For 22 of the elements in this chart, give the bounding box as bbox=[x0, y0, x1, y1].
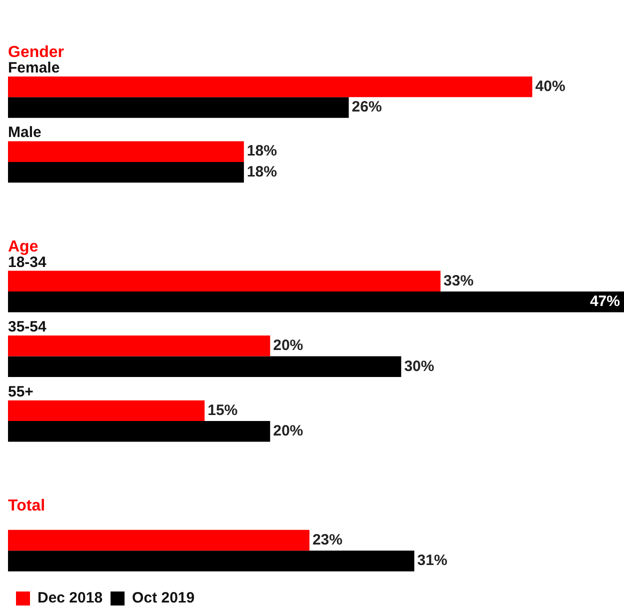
y-tick-label: 55+ bbox=[8, 383, 34, 400]
data-label: 30% bbox=[404, 358, 434, 375]
y-tick-label: Age bbox=[8, 238, 38, 256]
data-label: 23% bbox=[312, 531, 342, 548]
data-label: 33% bbox=[444, 272, 474, 290]
y-tick-label: Female bbox=[8, 59, 60, 76]
y-tick-label: Total bbox=[8, 497, 46, 514]
data-label: 31% bbox=[417, 552, 448, 570]
legend-label: Oct 2019 bbox=[132, 590, 195, 607]
y-tick-label: 18-34 bbox=[8, 254, 48, 271]
data-label: 20% bbox=[273, 337, 304, 354]
data-label: 26% bbox=[352, 98, 382, 116]
y-tick-label: 35-54 bbox=[8, 318, 48, 336]
y-tick-label: Male bbox=[8, 124, 42, 142]
y-tick-label: Gender bbox=[8, 44, 64, 62]
data-label: 18% bbox=[246, 163, 277, 180]
data-label: 15% bbox=[208, 402, 238, 419]
data-label: 18% bbox=[246, 142, 277, 160]
data-label: 47% bbox=[590, 293, 620, 310]
data-label: 20% bbox=[273, 422, 304, 440]
data-label: 40% bbox=[535, 78, 566, 95]
legend-label: Dec 2018 bbox=[38, 590, 103, 607]
